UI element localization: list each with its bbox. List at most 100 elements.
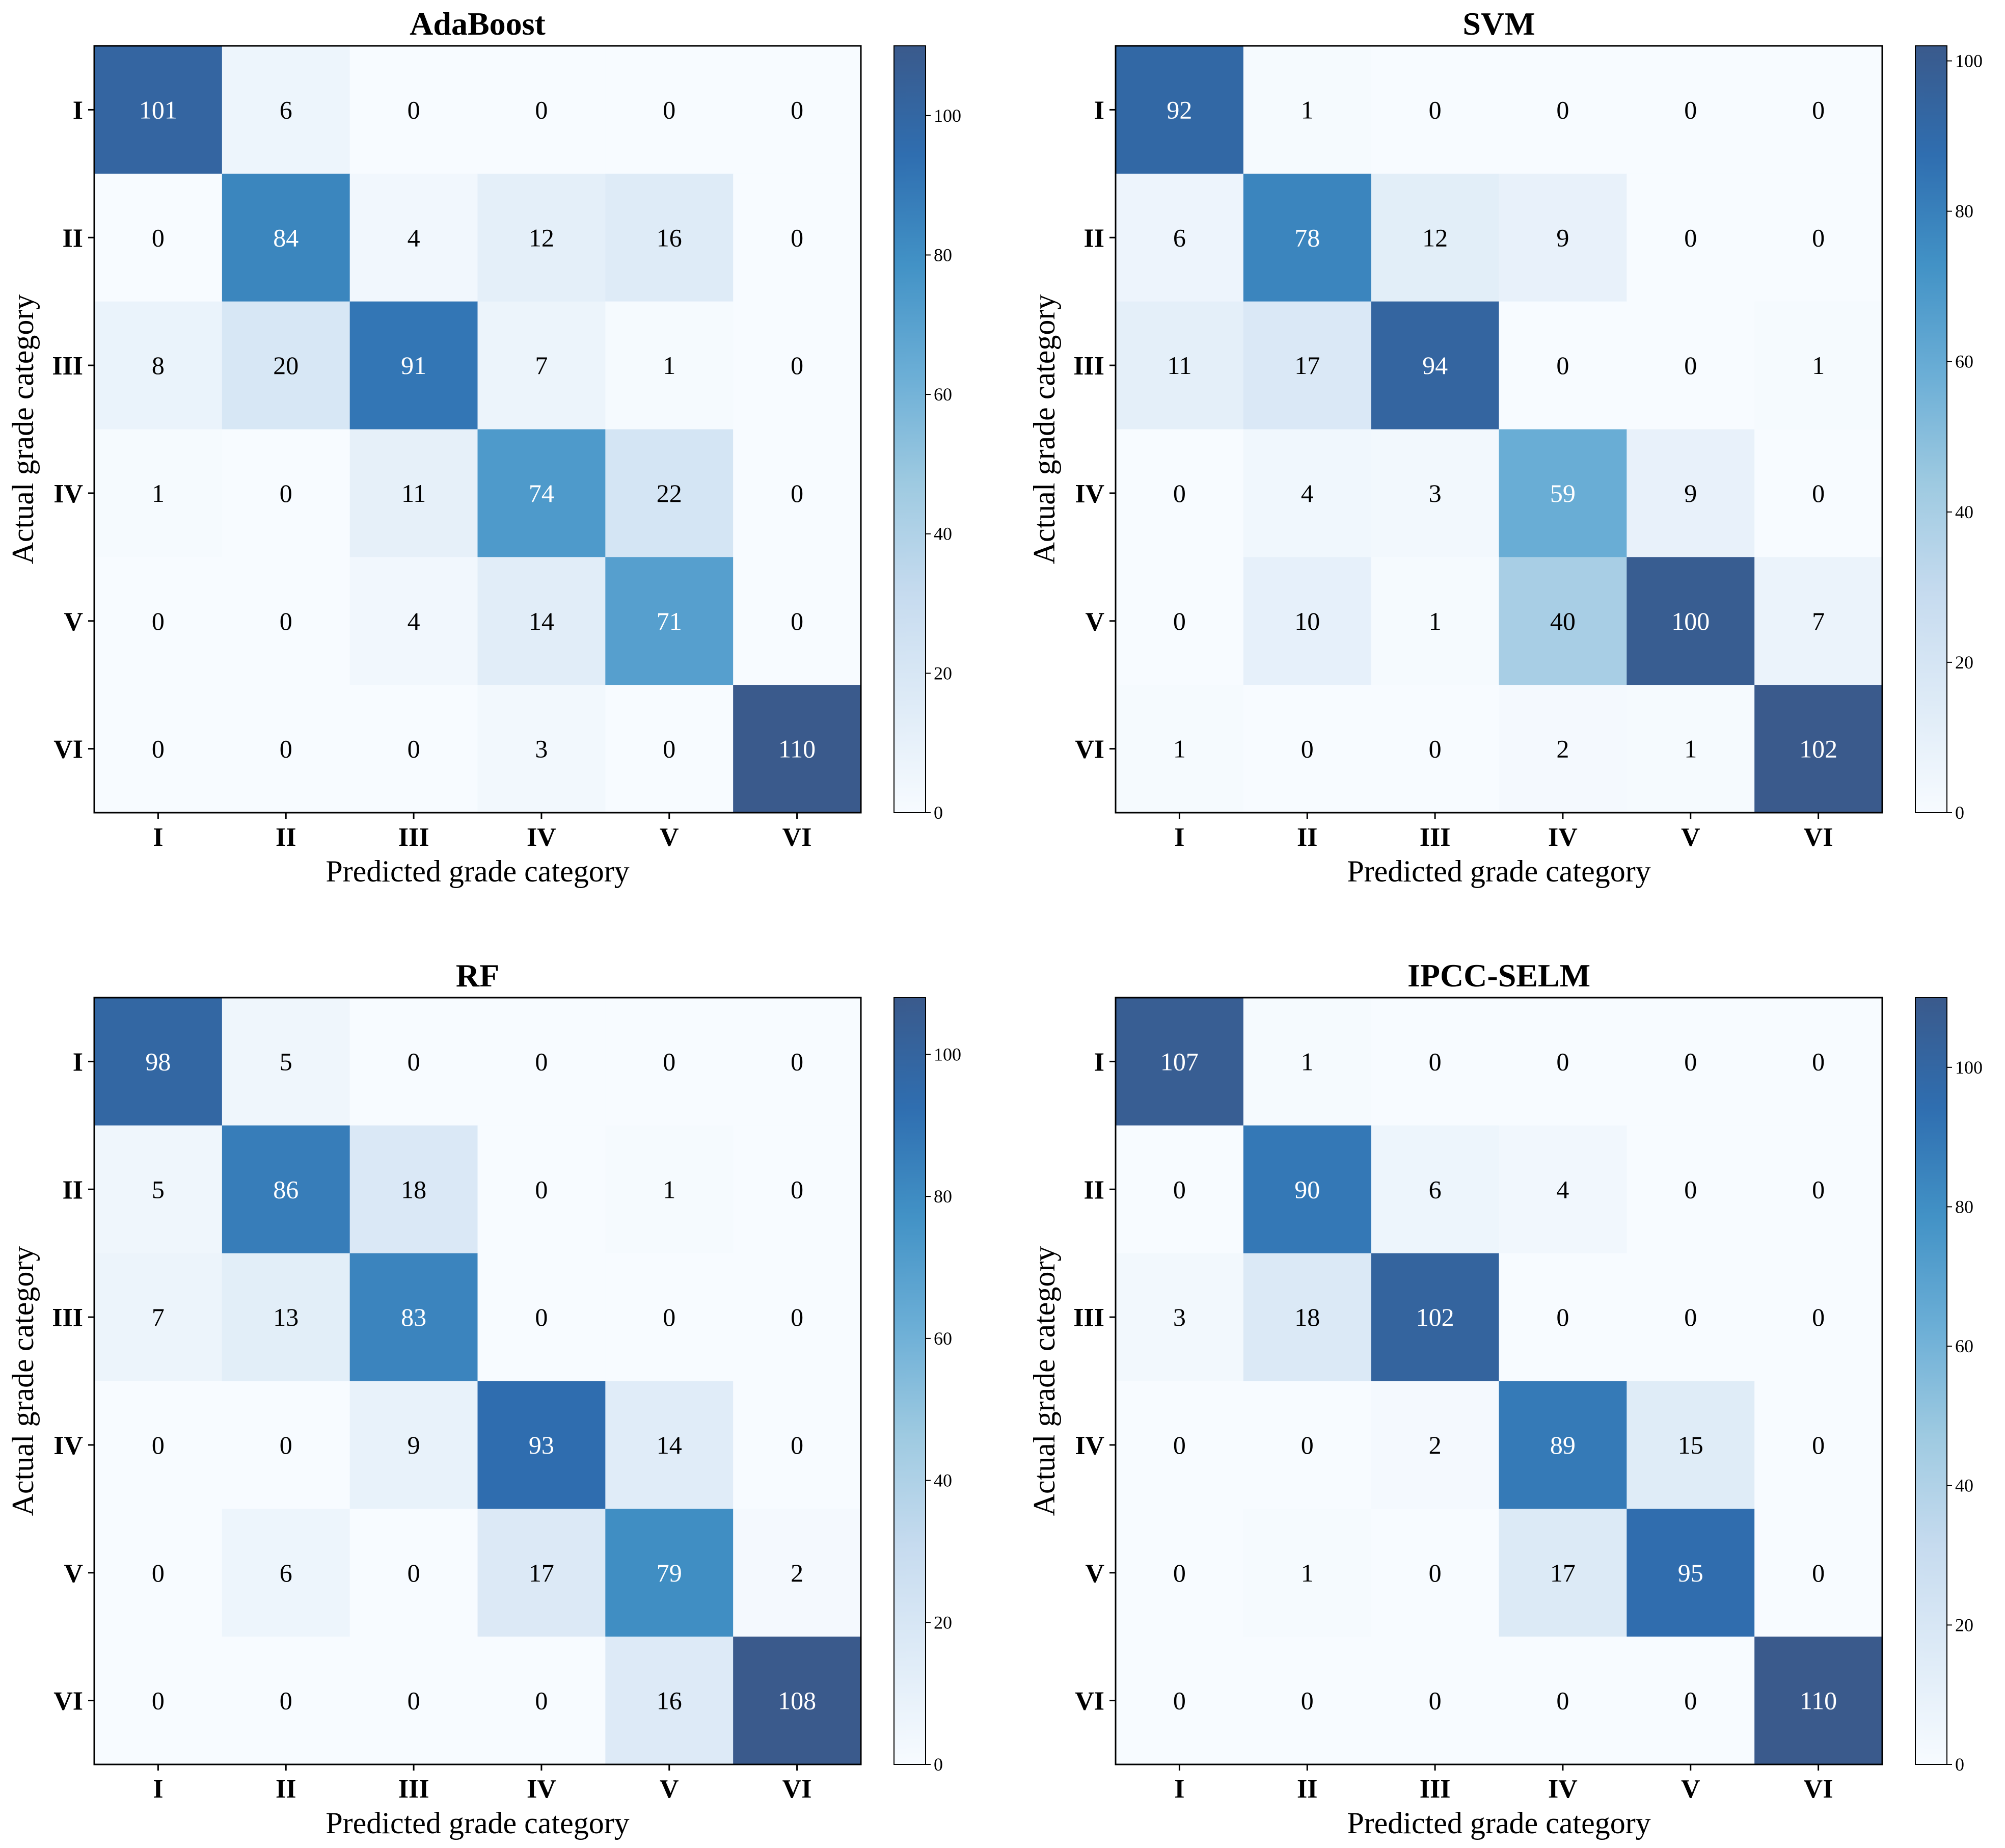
heatmap-cell	[222, 1253, 350, 1381]
colorbar-tick-label: 60	[934, 1328, 952, 1349]
heatmap-cell	[1499, 1509, 1627, 1637]
y-axis-label: Actual grade category	[1027, 1246, 1061, 1516]
cell-value-label: 0	[663, 95, 675, 124]
cell-value-label: 0	[280, 607, 292, 635]
cell-value-label: 9	[1556, 223, 1569, 252]
heatmap-cell	[1243, 998, 1372, 1126]
cell-value-label: 1	[1301, 1047, 1314, 1076]
x-tick-label: II	[1297, 823, 1317, 852]
cell-value-label: 86	[273, 1175, 299, 1203]
colorbar-tick-label: 0	[934, 1754, 943, 1775]
heatmap-cell	[1627, 1381, 1755, 1509]
heatmap-cell	[1116, 1125, 1244, 1254]
cell-value-label: 0	[1556, 1303, 1569, 1331]
heatmap-cell	[733, 1637, 861, 1765]
cell-value-label: 107	[1160, 1047, 1199, 1076]
cell-value-label: 0	[152, 1559, 165, 1587]
cell-value-label: 98	[145, 1047, 171, 1076]
heatmap-cell	[477, 685, 606, 813]
cell-value-label: 4	[408, 607, 420, 635]
cell-value-label: 0	[1173, 1559, 1186, 1587]
heatmap-cell	[1754, 1253, 1883, 1381]
cell-value-label: 10	[1294, 607, 1320, 635]
colorbar-tick-label: 20	[934, 663, 952, 683]
heatmap-cell	[1243, 1509, 1372, 1637]
cell-value-label: 0	[408, 1686, 420, 1715]
cell-value-label: 12	[1422, 223, 1448, 252]
cell-value-label: 0	[1429, 95, 1442, 124]
heatmap-cell	[477, 1253, 606, 1381]
colorbar	[1915, 45, 1947, 813]
cell-value-label: 4	[1556, 1175, 1569, 1203]
cell-value-label: 0	[1812, 1559, 1825, 1587]
colorbar-tick-label: 100	[934, 105, 961, 126]
heatmap-cell	[1499, 1253, 1627, 1381]
cell-value-label: 1	[1684, 735, 1697, 763]
cell-value-label: 7	[535, 351, 548, 380]
cell-value-label: 0	[1301, 735, 1314, 763]
heatmap-cell	[1627, 998, 1755, 1126]
cell-value-label: 0	[1812, 1047, 1825, 1076]
y-tick-label: III	[1073, 1303, 1104, 1332]
y-tick-label: IV	[1075, 1431, 1104, 1460]
colorbar-tick-label: 20	[1955, 1615, 1973, 1635]
colorbar-tick-label: 40	[1955, 1476, 1973, 1496]
heatmap-cell	[733, 46, 861, 174]
cell-value-label: 110	[1800, 1686, 1837, 1715]
heatmap-cell	[222, 1381, 350, 1509]
cell-value-label: 0	[1556, 95, 1569, 124]
heatmap-cell	[1627, 1637, 1755, 1765]
cell-value-label: 0	[1429, 1686, 1442, 1715]
heatmap-cell	[1116, 998, 1244, 1126]
heatmap-cell	[1499, 173, 1627, 302]
cell-value-label: 0	[1556, 1047, 1569, 1076]
cell-value-label: 9	[1684, 479, 1697, 507]
heatmap-cell	[1371, 46, 1499, 174]
colorbar-tick-label: 20	[1955, 652, 1973, 673]
cell-value-label: 84	[273, 223, 299, 252]
cell-value-label: 0	[1812, 479, 1825, 507]
cell-value-label: 0	[408, 95, 420, 124]
y-tick-label: VI	[1075, 1687, 1104, 1716]
y-tick-label: II	[63, 1175, 83, 1204]
x-tick-label: VI	[782, 823, 812, 852]
heatmap-cell	[1116, 1509, 1244, 1637]
x-tick-label: IV	[527, 823, 556, 852]
heatmap-cell	[605, 998, 734, 1126]
heatmap-cell	[477, 1509, 606, 1637]
heatmap-cell	[94, 1253, 223, 1381]
cell-value-label: 1	[152, 479, 165, 507]
cell-value-label: 91	[401, 351, 426, 380]
heatmap-cell	[733, 998, 861, 1126]
heatmap-cell	[1371, 1381, 1499, 1509]
heatmap-cell	[1243, 173, 1372, 302]
y-tick-label: I	[73, 96, 83, 125]
heatmap-cell	[1371, 1637, 1499, 1765]
heatmap-cell	[733, 1253, 861, 1381]
cell-value-label: 59	[1550, 479, 1576, 507]
cell-value-label: 0	[1684, 1686, 1697, 1715]
x-tick-label: III	[1420, 1775, 1451, 1804]
cell-value-label: 0	[1812, 95, 1825, 124]
cell-value-label: 6	[280, 1559, 292, 1587]
heatmap-cell	[733, 1125, 861, 1254]
x-tick-label: II	[276, 823, 296, 852]
heatmap-cell	[349, 1509, 478, 1637]
heatmap-cell	[222, 46, 350, 174]
heatmap-cell	[1499, 1381, 1627, 1509]
cell-value-label: 100	[1671, 607, 1710, 635]
cell-value-label: 3	[1429, 479, 1442, 507]
cell-value-label: 0	[1812, 1175, 1825, 1203]
cell-value-label: 101	[139, 95, 177, 124]
cell-value-label: 1	[1812, 351, 1825, 380]
heatmap-cell	[1754, 685, 1883, 813]
heatmap-cell	[605, 685, 734, 813]
x-tick-label: V	[660, 823, 679, 852]
x-axis-label: Predicted grade category	[326, 1806, 629, 1840]
cell-value-label: 0	[1301, 1431, 1314, 1459]
cell-value-label: 0	[1556, 351, 1569, 380]
cell-value-label: 14	[529, 607, 554, 635]
matrix-frame	[1115, 997, 1883, 1765]
y-axis-label: Actual grade category	[6, 294, 40, 565]
